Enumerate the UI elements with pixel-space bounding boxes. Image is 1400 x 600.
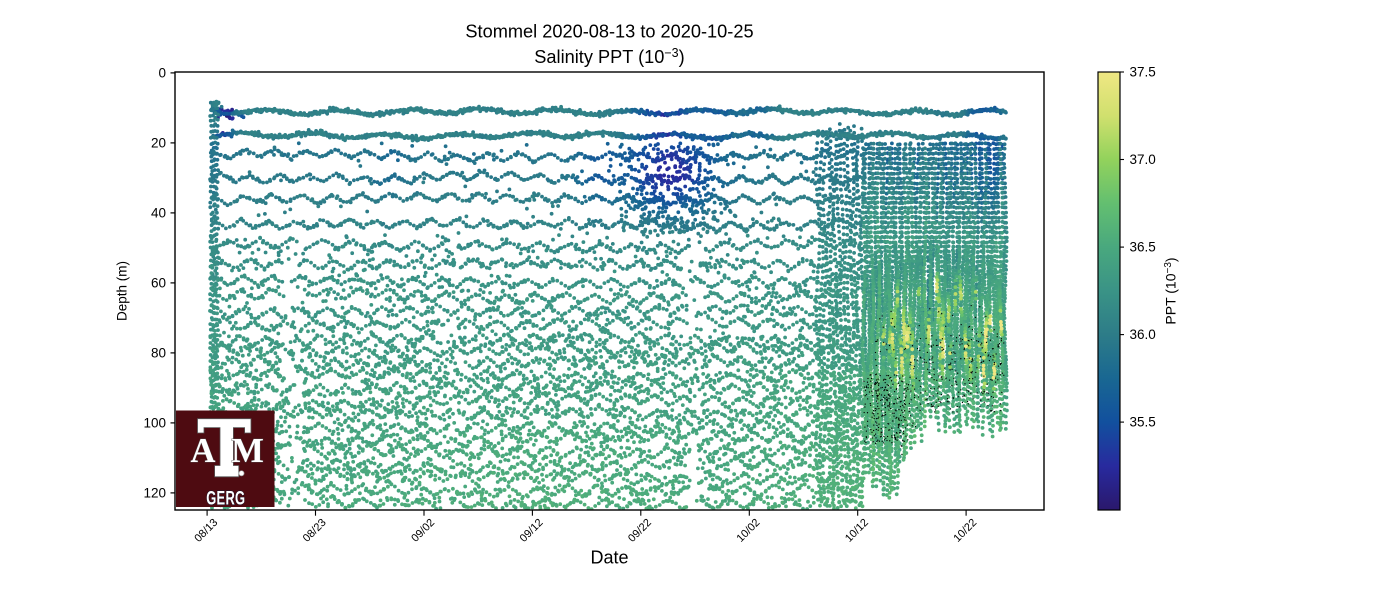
svg-text:80: 80 xyxy=(151,346,166,361)
svg-text:GERG: GERG xyxy=(206,488,245,509)
svg-text:0: 0 xyxy=(158,66,166,81)
svg-text:PPT (10−3): PPT (10−3) xyxy=(1163,257,1179,324)
svg-text:37.0: 37.0 xyxy=(1130,152,1156,167)
svg-text:100: 100 xyxy=(143,416,166,431)
svg-text:120: 120 xyxy=(143,486,166,501)
svg-text:Depth (m): Depth (m) xyxy=(115,261,130,321)
svg-text:20: 20 xyxy=(151,136,166,151)
svg-text:M: M xyxy=(231,432,264,470)
svg-text:A: A xyxy=(191,432,216,470)
svg-text:Date: Date xyxy=(590,548,628,568)
svg-text:36.0: 36.0 xyxy=(1130,327,1156,342)
svg-text:60: 60 xyxy=(151,276,166,291)
svg-text:40: 40 xyxy=(151,206,166,221)
svg-text:Stommel 2020-08-13 to 2020-10-: Stommel 2020-08-13 to 2020-10-25 xyxy=(465,22,753,42)
svg-text:36.5: 36.5 xyxy=(1130,240,1156,255)
svg-text:Salinity PPT (10−3): Salinity PPT (10−3) xyxy=(534,46,684,67)
svg-text:35.5: 35.5 xyxy=(1130,415,1156,430)
svg-text:37.5: 37.5 xyxy=(1130,65,1156,80)
